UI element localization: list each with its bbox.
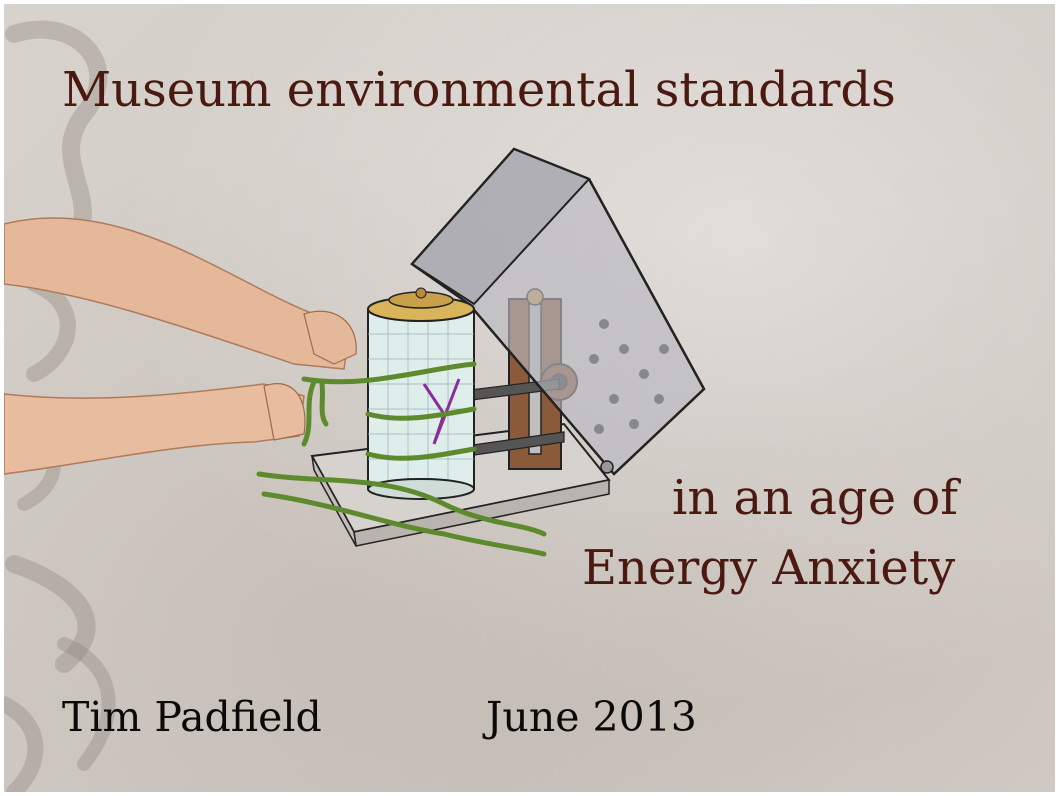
title-slide: Museum environmental standards in an age… [4, 4, 1055, 792]
slide-title: Museum environmental standards [62, 62, 896, 118]
slide-subtitle-line-2: Energy Anxiety [582, 540, 956, 596]
presentation-date: June 2013 [486, 693, 697, 741]
author-name: Tim Padfield [62, 693, 322, 741]
thermohygrograph-illustration [4, 20, 706, 792]
slide-subtitle-line-1: in an age of [672, 470, 958, 526]
